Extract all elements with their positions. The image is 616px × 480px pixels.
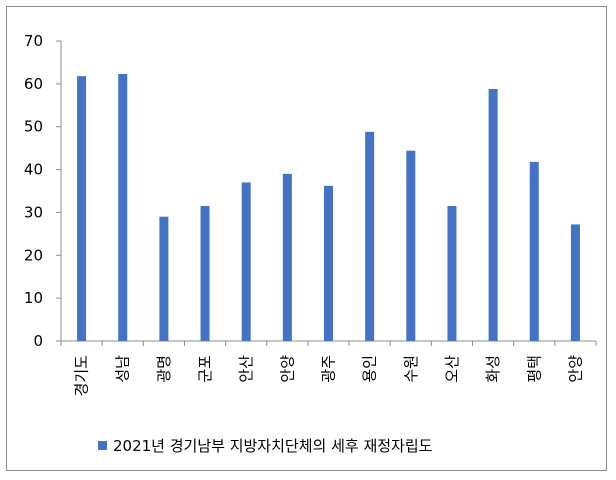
x-category-label: 광명	[155, 355, 173, 383]
bar	[282, 173, 292, 341]
x-category-label: 오산	[443, 355, 461, 383]
chart-frame	[6, 6, 607, 471]
x-category-label: 안산	[237, 355, 255, 383]
bar	[447, 206, 457, 341]
x-category-label: 광주	[320, 355, 338, 383]
y-tick-label: 20	[24, 246, 43, 264]
y-tick-label: 0	[33, 332, 43, 350]
bar	[529, 161, 539, 341]
y-tick-label: 60	[24, 75, 43, 93]
bars	[77, 74, 580, 342]
x-category-label: 화성	[484, 355, 502, 383]
x-category-label: 용인	[361, 355, 379, 383]
y-tick-label: 30	[24, 203, 43, 221]
legend: 2021년 경기남부 지방자치단체의 세후 재정자립도	[98, 437, 433, 455]
y-tick-label: 50	[24, 118, 43, 136]
x-category-label: 군포	[196, 355, 214, 383]
legend-label: 2021년 경기남부 지방자치단체의 세후 재정자립도	[113, 437, 433, 455]
legend-swatch	[98, 441, 107, 450]
x-category-label: 안양	[566, 355, 584, 383]
bar	[406, 150, 416, 341]
y-tick-label: 40	[24, 161, 43, 179]
y-tick-label: 10	[24, 289, 43, 307]
x-category-label: 성남	[114, 355, 132, 383]
y-axis: 0 10 20 30 40 50 60 70	[24, 32, 62, 350]
y-tick-label: 70	[24, 32, 43, 50]
bar	[159, 216, 169, 341]
x-category-label: 수원	[402, 355, 420, 383]
bar	[365, 131, 375, 341]
bar	[200, 206, 210, 341]
x-category-label: 안양	[278, 355, 296, 383]
x-category-label: 평택	[525, 355, 543, 383]
bar	[118, 74, 128, 341]
bar	[488, 89, 498, 341]
x-axis	[56, 340, 597, 346]
bar	[570, 224, 580, 341]
bar	[77, 76, 87, 342]
x-category-label: 경기도	[73, 355, 91, 397]
bar	[241, 182, 251, 341]
bar	[324, 185, 333, 341]
category-labels: 경기도 성남 광명 군포 안산 안양 광주 용인 수원 오산 화성 평택 안양	[73, 355, 585, 397]
